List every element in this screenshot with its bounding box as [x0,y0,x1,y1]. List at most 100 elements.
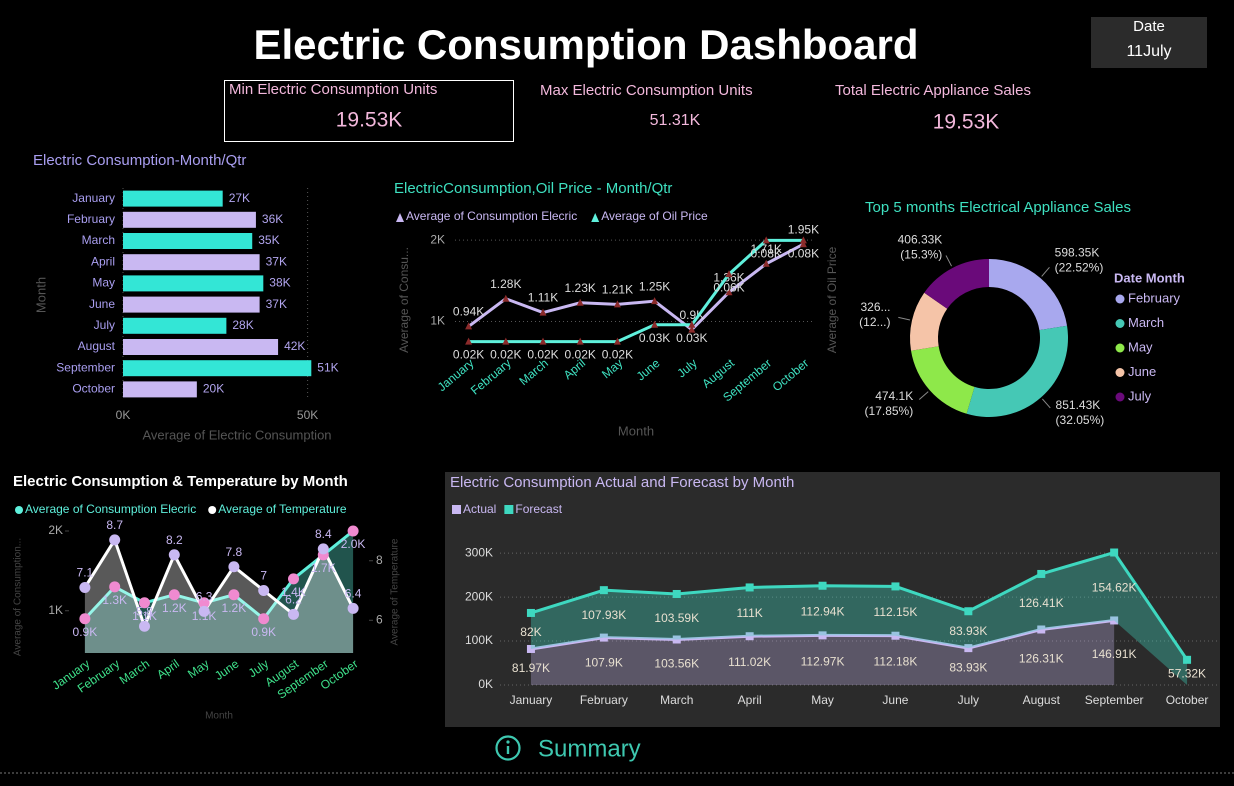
point-marker [168,589,180,601]
point-marker [672,589,681,598]
point-marker [465,337,473,345]
leader-line [1041,267,1050,277]
x-axis-label: Month [205,711,233,722]
data-label: 83.93K [949,661,987,675]
point-marker [198,597,210,609]
series-line [83,529,355,621]
data-label: 8.4 [315,527,332,541]
point-marker [1037,569,1046,578]
point-marker [964,644,973,653]
data-label: (32.05%) [1056,413,1105,427]
data-label: 0.02K [490,348,521,362]
legend-label: June [1128,364,1156,379]
data-label: 1.2K [222,601,247,615]
legend-label: February [1128,290,1181,305]
y-tick-label: 100K [465,633,493,647]
chart-title: ElectricConsumption,Oil Price - Month/Qt… [394,180,672,197]
data-label: 5.8 [136,604,153,618]
point-marker [762,236,770,244]
data-label: 1.3K [102,593,127,607]
legend-title: Date Month [1114,270,1185,285]
data-label: 111.02K [728,655,771,669]
series-area [530,620,1115,685]
data-label: 103.56K [654,656,699,670]
point-marker [762,259,770,267]
point-marker [1037,625,1046,634]
point-marker [198,605,210,617]
data-label: 112.18K [874,655,918,669]
point-marker [613,300,621,308]
series-line [530,550,1189,661]
donut-slice [966,325,1068,417]
info-icon-dot [506,740,510,744]
legend-marker [1115,319,1125,328]
kpi-value: 51.31K [650,112,701,129]
y-tick-label: August [78,339,116,353]
info-icon [495,735,521,761]
point-marker [688,325,696,333]
y2-tick-label: 8 [376,553,383,567]
leader-line [945,255,953,267]
point-marker [539,337,547,345]
y2-axis-label: Average of Oil Price [825,246,839,353]
data-label: 6.3 [196,590,213,604]
date-label: Date [1133,18,1165,35]
point-marker [1110,548,1119,557]
point-marker [109,534,121,546]
legend-label: May [1128,339,1153,354]
y-tick-label: 0K [478,677,493,691]
data-label: 107.9K [585,655,623,669]
dashboard-title: Electric Consumption Dashboard [253,21,918,68]
data-label: 35K [258,233,279,247]
point-marker [258,585,270,597]
kpi-value: 19.53K [336,109,403,132]
data-label: 154.62K [1092,581,1137,595]
data-label: 81.97K [512,661,550,675]
date-card [1091,17,1207,68]
point-marker [502,294,510,302]
data-label: 0.9K [251,625,276,639]
data-label: 0.03K [639,331,670,345]
point-marker [818,581,827,590]
data-label: 1.95K [788,222,819,236]
point-marker [1110,616,1119,625]
bar [123,360,312,377]
data-label: 6.2 [285,592,302,606]
y-tick-label: March [82,233,115,247]
date-value: 11July [1126,43,1171,60]
x-tick-label: February [580,693,628,707]
data-label: 1.1K [132,609,157,623]
summary-button[interactable]: Summary [495,735,641,762]
data-label: 1.11K [528,291,558,305]
point-marker [799,236,807,244]
donut-slice [910,292,948,351]
point-marker [317,543,329,555]
point-marker [725,270,733,278]
data-label: 126.31K [1019,651,1064,665]
point-marker [613,337,621,345]
point-marker [228,589,240,601]
point-marker [745,632,754,641]
x-tick-label: January [510,693,553,707]
point-marker [688,320,696,328]
kpi-label: Min Electric Consumption Units [229,81,437,98]
series-area [530,552,1188,685]
data-label: 1.36K [713,270,744,284]
x-tick-label: May [811,693,834,707]
point-marker [526,644,535,653]
data-label: 0.02K [527,348,558,362]
legend-label: Forecast [515,502,562,516]
legend-label: March [1128,315,1164,330]
data-label: 851.43K [1056,398,1101,412]
legend-marker [504,505,514,514]
data-label: 8.7 [106,518,123,532]
data-label: 0.02K [565,348,596,362]
point-marker [347,525,359,537]
summary-label: Summary [538,735,641,762]
y-tick-label: February [67,212,115,226]
data-label: 126.41K [1019,596,1064,610]
x-tick-label: March [660,693,693,707]
point-marker [79,613,91,625]
chart-title: Electric Consumption & Temperature by Mo… [13,473,348,490]
